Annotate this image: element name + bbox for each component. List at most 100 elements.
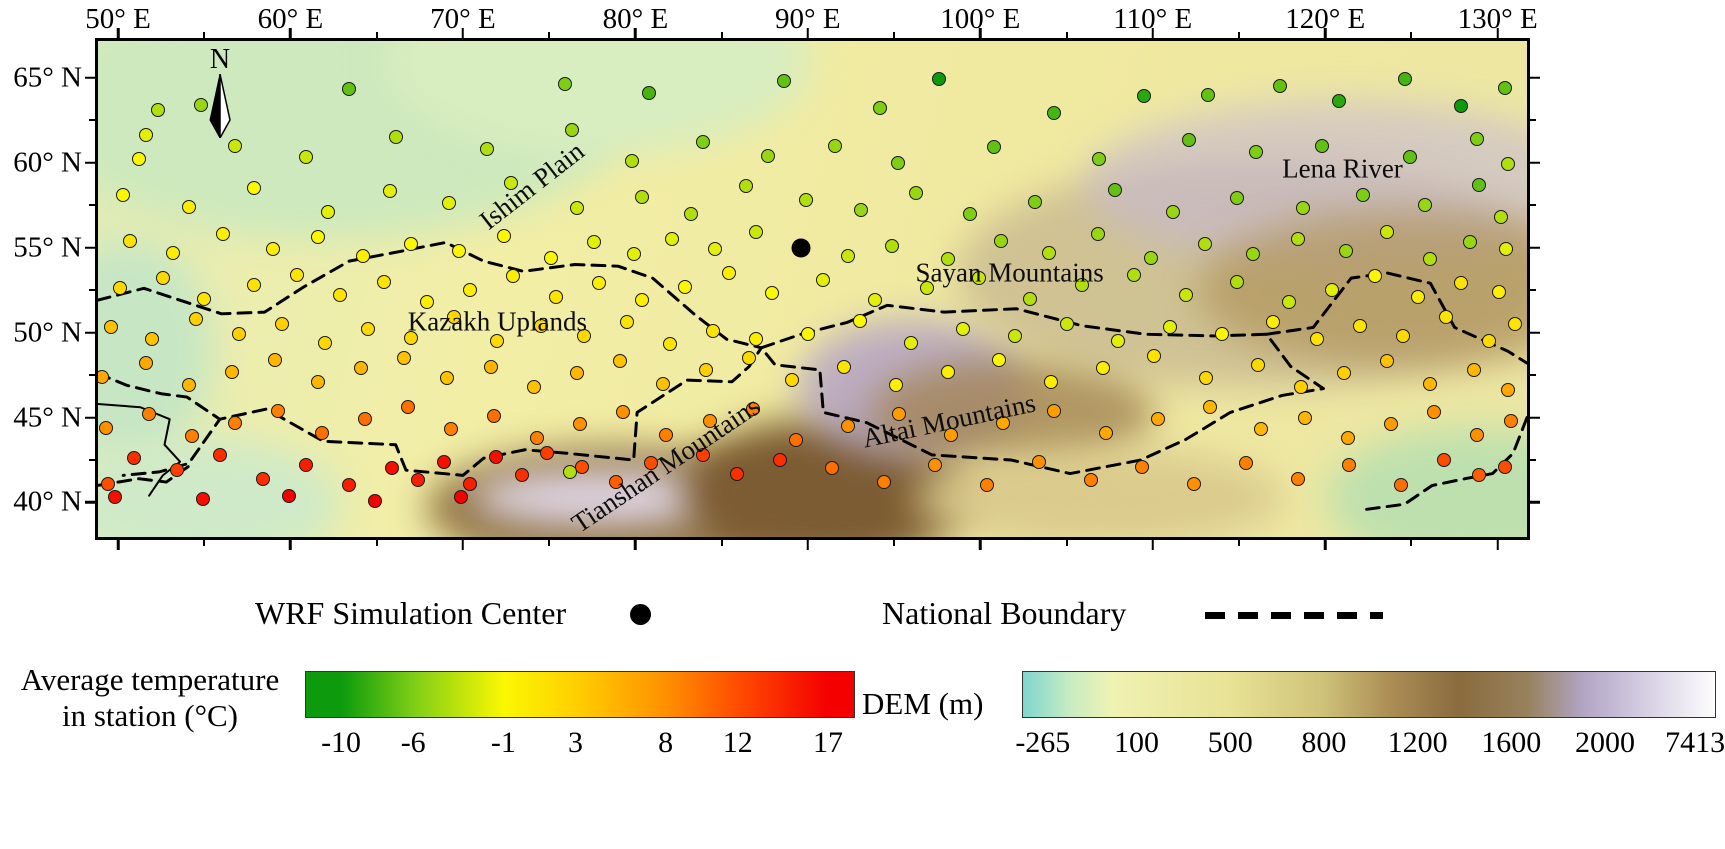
- station-dot: [1426, 405, 1441, 420]
- station-dot: [569, 201, 584, 216]
- station-dot: [971, 271, 986, 286]
- axis-tick: [1529, 331, 1540, 334]
- station-dot: [1397, 72, 1412, 87]
- station-dot: [452, 243, 467, 258]
- station-dot: [333, 288, 348, 303]
- axis-tick: [89, 119, 96, 122]
- station-dot: [1238, 456, 1253, 471]
- station-dot: [785, 373, 800, 388]
- station-dot: [852, 313, 867, 328]
- station-dot: [659, 427, 674, 442]
- station-dot: [397, 351, 412, 365]
- station-dot: [1147, 349, 1162, 364]
- station-dot: [1187, 476, 1202, 491]
- station-dot: [678, 279, 693, 294]
- station-dot: [185, 429, 200, 444]
- station-dot: [904, 335, 919, 350]
- station-dot: [738, 179, 753, 194]
- station-dot: [1469, 131, 1484, 146]
- station-dot: [228, 138, 243, 153]
- station-dot: [1471, 177, 1486, 192]
- dem-tick-label: 7413: [1665, 726, 1725, 759]
- station-dot: [828, 138, 843, 153]
- station-dot: [1214, 327, 1229, 342]
- station-dot: [447, 310, 462, 325]
- station-dot: [357, 412, 372, 427]
- station-dot: [1099, 425, 1114, 440]
- station-dot: [197, 291, 212, 306]
- axis-tick: [89, 374, 96, 376]
- station-dot: [1092, 152, 1107, 167]
- axis-tick: [979, 28, 982, 39]
- station-dot: [788, 432, 803, 447]
- station-dot: [940, 364, 955, 379]
- station-dot: [342, 478, 357, 493]
- station-dot: [1497, 459, 1512, 474]
- axis-tick: [289, 28, 292, 39]
- station-dot: [281, 488, 296, 503]
- station-dot: [662, 337, 677, 352]
- national-boundary-line: [759, 303, 1325, 476]
- station-dot: [98, 420, 113, 435]
- station-dot: [1325, 283, 1340, 298]
- station-dot: [533, 318, 548, 333]
- station-dot: [1135, 459, 1150, 474]
- station-dot: [840, 249, 855, 264]
- station-dot: [1150, 412, 1165, 427]
- station-dot: [155, 271, 170, 286]
- station-dot: [824, 461, 839, 476]
- dem-basemap: Ishim Plain Kazakh Uplands Sayan Mountains…: [98, 41, 1527, 537]
- station-dot: [1031, 454, 1046, 469]
- temperature-colorbar-ticks: -10 -6 -1 3 8 12 17: [305, 726, 855, 762]
- temperature-tick-label: 8: [658, 726, 674, 759]
- station-dot: [1230, 274, 1245, 289]
- station-dot: [193, 97, 208, 112]
- station-dot: [514, 468, 529, 483]
- station-dot: [742, 351, 757, 365]
- station-dot: [695, 135, 710, 150]
- station-dot: [1163, 320, 1177, 335]
- station-dot: [1418, 198, 1433, 213]
- axis-tick: [1529, 289, 1536, 292]
- station-dot: [480, 141, 495, 156]
- axis-tick: [1065, 32, 1068, 39]
- boundary-legend-label: National Boundary: [882, 595, 1127, 631]
- lat-axis-label: 45° N: [13, 401, 82, 433]
- station-dot: [569, 366, 584, 381]
- station-dot: [138, 356, 153, 371]
- station-dot: [980, 478, 995, 493]
- axis-tick: [85, 76, 96, 79]
- station-dot: [1126, 267, 1141, 282]
- station-dot: [943, 427, 958, 442]
- station-dot: [635, 189, 650, 204]
- axis-tick: [85, 416, 96, 419]
- axis-tick: [1496, 28, 1499, 39]
- station-dot: [1499, 242, 1514, 257]
- station-dot: [342, 82, 357, 97]
- axis-tick: [806, 539, 810, 550]
- station-dot: [624, 153, 639, 168]
- station-dot: [1200, 87, 1215, 102]
- station-dot: [1507, 317, 1522, 332]
- station-dot: [231, 327, 246, 342]
- station-dot: [107, 490, 122, 505]
- national-boundary-line: [1265, 271, 1527, 365]
- station-dot: [1497, 80, 1512, 95]
- station-dot: [773, 452, 788, 467]
- temperature-tick-label: 3: [567, 726, 583, 759]
- station-dot: [956, 322, 971, 337]
- station-dot: [150, 102, 165, 117]
- station-dot: [224, 364, 239, 379]
- axis-tick: [720, 32, 723, 39]
- station-dot: [1423, 252, 1438, 267]
- station-dot: [761, 148, 776, 163]
- station-dot: [776, 73, 791, 88]
- axis-tick: [203, 32, 206, 39]
- axis-tick: [85, 501, 96, 504]
- station-dot: [138, 128, 153, 143]
- station-dot: [317, 335, 332, 350]
- station-dot: [909, 186, 924, 201]
- axis-tick: [1529, 501, 1540, 504]
- boundary-legend-dash-icon: [1205, 612, 1383, 619]
- station-dot: [1107, 182, 1122, 197]
